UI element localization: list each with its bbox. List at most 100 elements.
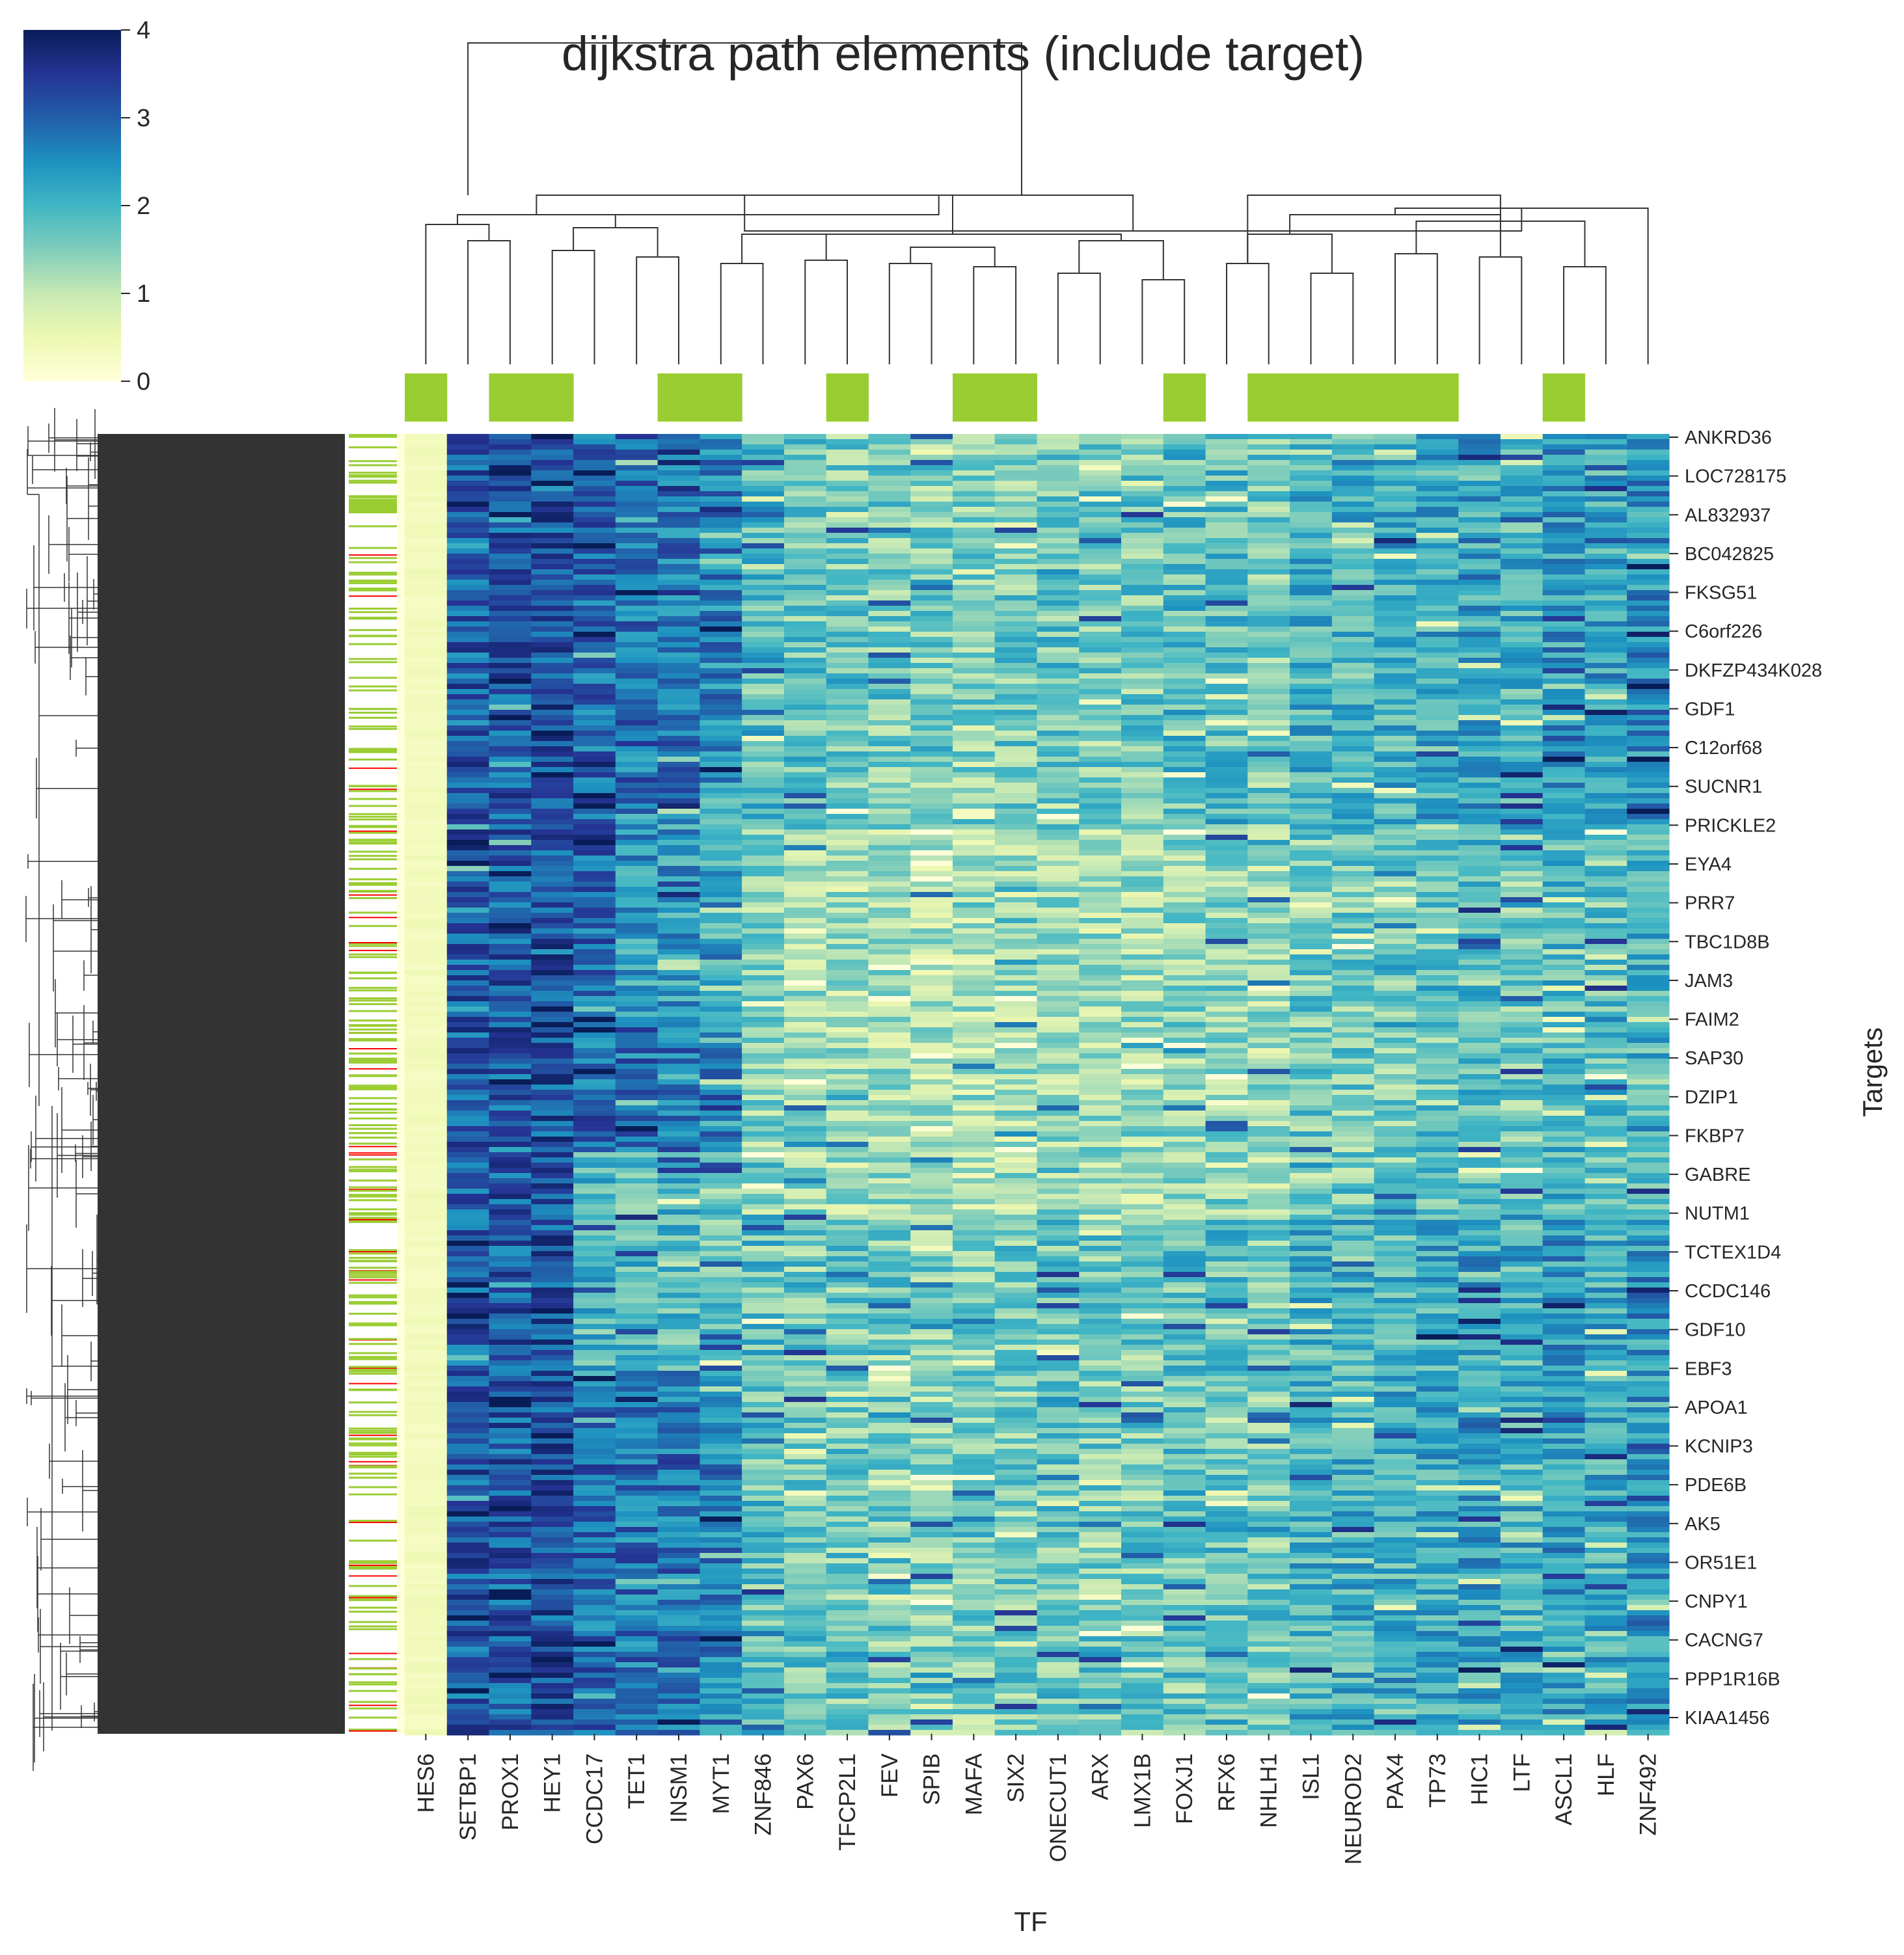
heatmap-cell xyxy=(1121,783,1164,789)
heatmap-cell xyxy=(742,1334,785,1340)
heatmap-cell xyxy=(489,1673,532,1679)
heatmap-cell xyxy=(531,1069,574,1075)
heatmap-cell xyxy=(1163,882,1206,887)
heatmap-cell xyxy=(994,1714,1038,1720)
heatmap-cell xyxy=(1037,1116,1080,1122)
heatmap-cell xyxy=(953,923,996,929)
row-annotation-block xyxy=(349,499,397,513)
heatmap-cell xyxy=(657,1438,700,1444)
heatmap-cell xyxy=(573,986,616,991)
heatmap-cell xyxy=(615,975,659,981)
heatmap-cell xyxy=(742,793,785,799)
heatmap-cell xyxy=(446,585,490,591)
heatmap-cell xyxy=(1163,522,1206,528)
heatmap-cell xyxy=(1037,1527,1080,1533)
heatmap-cell xyxy=(1121,1230,1164,1236)
heatmap-cell xyxy=(783,528,827,533)
heatmap-cell xyxy=(700,1725,742,1731)
heatmap-cell xyxy=(405,1532,448,1538)
heatmap-cell xyxy=(446,866,490,872)
heatmap-cell xyxy=(615,882,659,887)
heatmap-cell xyxy=(615,434,659,440)
heatmap-cell xyxy=(783,679,827,684)
heatmap-cell xyxy=(826,1079,869,1085)
heatmap-cell xyxy=(1037,861,1080,867)
heatmap-cell xyxy=(573,460,616,466)
heatmap-cell xyxy=(1079,1605,1122,1611)
heatmap-cell xyxy=(446,1074,490,1080)
heatmap-cell xyxy=(657,731,700,736)
heatmap-cell xyxy=(446,569,490,575)
heatmap-cell xyxy=(1121,1496,1164,1502)
heatmap-cell xyxy=(446,1001,490,1007)
heatmap-cell xyxy=(783,1366,827,1371)
heatmap-cell xyxy=(615,1111,659,1116)
heatmap-cell xyxy=(1037,819,1080,825)
heatmap-cell xyxy=(615,684,659,690)
heatmap-cell xyxy=(615,1636,659,1642)
heatmap-cell xyxy=(615,627,659,632)
heatmap-cell xyxy=(742,746,785,752)
heatmap-cell xyxy=(446,1173,490,1179)
heatmap-cell xyxy=(783,1095,827,1101)
heatmap-cell xyxy=(1121,1574,1164,1580)
heatmap-cell xyxy=(700,991,742,997)
heatmap-cell xyxy=(868,1485,911,1491)
heatmap-cell xyxy=(868,705,911,710)
heatmap-cell xyxy=(1079,1053,1122,1059)
heatmap-cell xyxy=(910,1048,953,1054)
heatmap-cell xyxy=(1079,850,1122,856)
heatmap-cell xyxy=(573,1402,616,1408)
heatmap-cell xyxy=(783,1230,827,1236)
heatmap-cell xyxy=(994,1126,1038,1132)
heatmap-cell xyxy=(826,1298,869,1304)
heatmap-cell xyxy=(783,434,827,440)
heatmap-cell xyxy=(615,1412,659,1418)
heatmap-cell xyxy=(953,856,996,861)
heatmap-cell xyxy=(783,507,827,513)
heatmap-cell xyxy=(1037,611,1080,617)
heatmap-cell xyxy=(531,569,574,575)
heatmap-cell xyxy=(826,1017,869,1023)
heatmap-cell xyxy=(783,1017,827,1023)
heatmap-cell xyxy=(657,1209,700,1215)
heatmap-cell xyxy=(489,1230,532,1236)
heatmap-cell xyxy=(953,1038,996,1044)
heatmap-cell xyxy=(446,1235,490,1241)
heatmap-cell xyxy=(868,1517,911,1522)
heatmap-cell xyxy=(1121,1532,1164,1538)
heatmap-cell xyxy=(700,517,742,523)
heatmap-cell xyxy=(1079,1683,1122,1689)
row-annotation-mark xyxy=(349,1219,397,1220)
heatmap-cell xyxy=(910,892,953,898)
heatmap-cell xyxy=(742,1433,785,1439)
heatmap-cell xyxy=(700,1719,742,1725)
heatmap-cell xyxy=(910,824,953,830)
heatmap-cell xyxy=(910,1444,953,1449)
heatmap-cell xyxy=(953,621,996,627)
heatmap-cell xyxy=(994,876,1038,882)
heatmap-cell xyxy=(1121,1173,1164,1179)
heatmap-cell xyxy=(742,1402,785,1408)
heatmap-cell xyxy=(446,1626,490,1632)
heatmap-cell xyxy=(783,512,827,518)
heatmap-cell xyxy=(910,1392,953,1397)
heatmap-cell xyxy=(405,689,448,695)
heatmap-cell xyxy=(742,606,785,612)
heatmap-cell xyxy=(994,486,1038,492)
row-annotation-mark xyxy=(349,1048,397,1049)
heatmap-cell xyxy=(1037,1709,1080,1715)
heatmap-cell xyxy=(783,767,827,773)
heatmap-cell xyxy=(615,731,659,736)
heatmap-cell xyxy=(1121,476,1164,481)
heatmap-cell xyxy=(1037,590,1080,596)
heatmap-cell xyxy=(1079,1105,1122,1111)
colorbar-tick-label: 4 xyxy=(137,17,150,44)
heatmap-cell xyxy=(657,491,700,497)
heatmap-cell xyxy=(573,1563,616,1569)
heatmap-cell xyxy=(446,949,490,955)
heatmap-cell xyxy=(531,954,574,960)
heatmap-cell xyxy=(868,1579,911,1585)
heatmap-cell xyxy=(531,1272,574,1278)
heatmap-cell xyxy=(783,856,827,861)
